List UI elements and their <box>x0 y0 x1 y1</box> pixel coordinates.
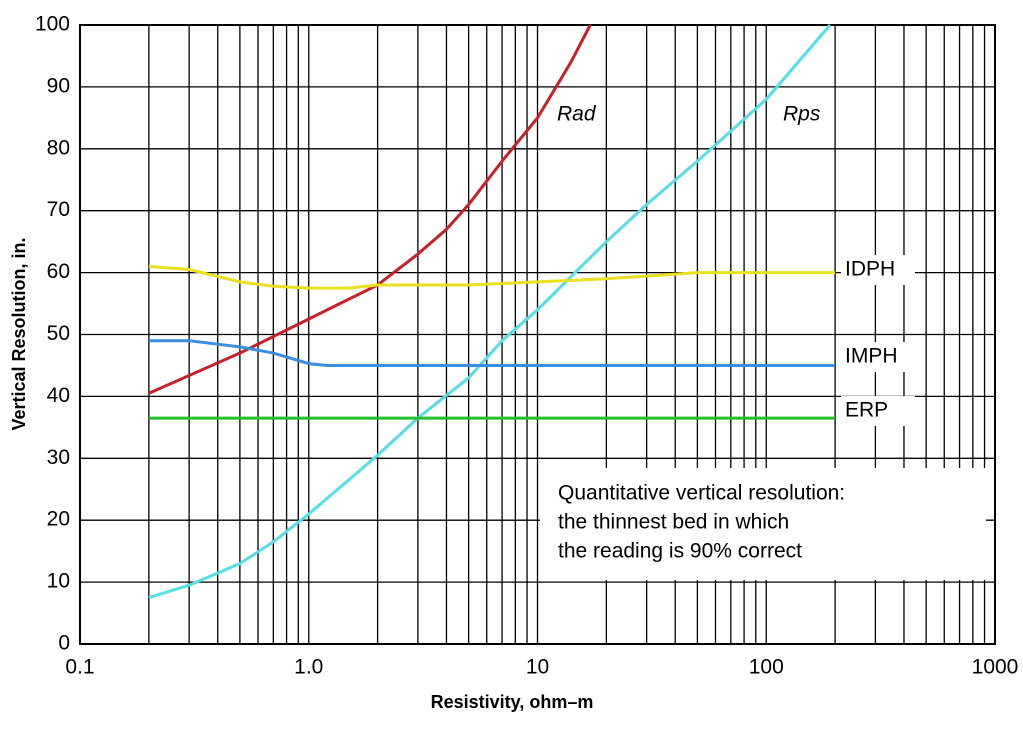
series-line <box>148 24 832 600</box>
legend-label-bg <box>841 255 915 285</box>
y-tick-label: 80 <box>47 136 70 159</box>
y-tick-label: 70 <box>47 198 70 221</box>
x-tick-label: 1.0 <box>294 656 323 679</box>
y-tick-label: 100 <box>35 13 70 36</box>
series-line <box>148 339 836 367</box>
y-tick-label: 50 <box>47 322 70 345</box>
series-line <box>148 264 836 290</box>
legend-label: Rps <box>783 103 821 126</box>
y-tick-label: 30 <box>47 446 70 469</box>
annotation: the thinnest bed in which <box>558 511 789 534</box>
legend-label-bg <box>841 396 915 426</box>
annotation: the reading is 90% correct <box>558 540 802 563</box>
x-axis-label: Resistivity, ohm–m <box>431 692 594 712</box>
x-tick-label: 10 <box>526 656 549 679</box>
y-tick-label: 40 <box>47 384 70 407</box>
grid <box>79 24 996 645</box>
annotation-box <box>540 468 986 580</box>
legend-label: Rad <box>557 103 597 126</box>
y-tick-label: 90 <box>47 74 70 97</box>
y-tick-label: 0 <box>58 632 70 655</box>
x-tick-label: 0.1 <box>65 656 94 679</box>
legend-label: IMPH <box>845 345 898 368</box>
y-tick-label: 20 <box>47 508 70 531</box>
legend-label-bg <box>841 342 915 372</box>
y-tick-label: 10 <box>47 570 70 593</box>
annotation: Quantitative vertical resolution: <box>558 482 845 505</box>
y-tick-label: 60 <box>47 260 70 283</box>
legend-label: IDPH <box>845 258 895 281</box>
x-tick-label: 100 <box>749 656 784 679</box>
legend-label: ERP <box>845 399 888 422</box>
series-line <box>148 24 592 395</box>
y-axis-label: Vertical Resolution, in. <box>9 237 29 430</box>
x-tick-label: 1000 <box>972 656 1019 679</box>
